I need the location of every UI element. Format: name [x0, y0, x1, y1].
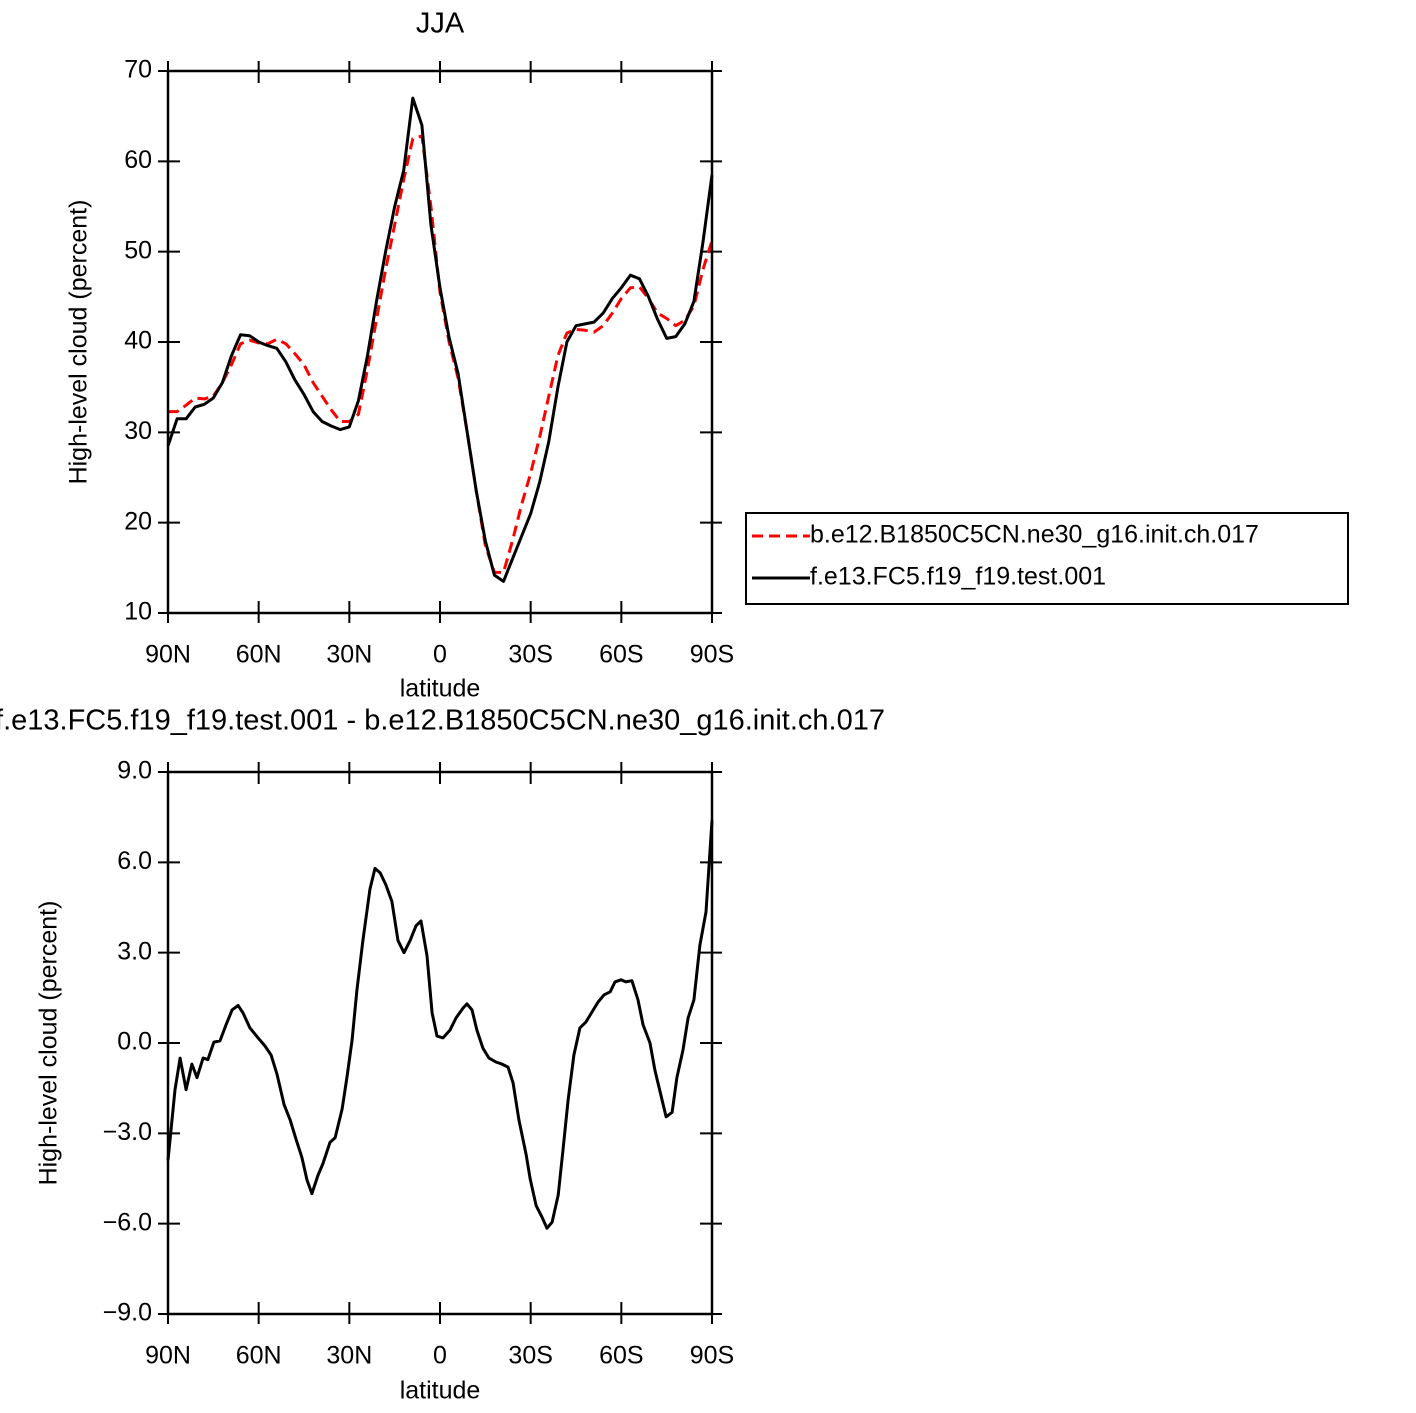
x-tick-label: 30S: [508, 1342, 552, 1370]
y-axis-label: High-level cloud (percent): [35, 901, 63, 1186]
y-tick-label: 70: [124, 56, 152, 84]
y-tick-label: −6.0: [103, 1208, 152, 1236]
x-tick-label: 90S: [690, 641, 734, 669]
x-tick-label: 0: [433, 641, 447, 669]
x-axis-label: latitude: [400, 1377, 481, 1405]
chart-title: f.e13.FC5.f19_f19.test.001 - b.e12.B1850…: [0, 705, 885, 737]
x-tick-label: 30N: [326, 1342, 372, 1370]
y-axis-label: High-level cloud (percent): [65, 200, 93, 485]
y-tick-label: 10: [124, 598, 152, 626]
y-tick-label: 0.0: [117, 1028, 152, 1056]
y-tick-label: 9.0: [117, 757, 152, 785]
y-tick-label: 20: [124, 507, 152, 535]
x-tick-label: 60S: [599, 641, 643, 669]
line-series: [166, 820, 714, 1230]
x-tick-label: 90N: [145, 641, 191, 669]
y-tick-label: 3.0: [117, 937, 152, 965]
x-tick-label: 90N: [145, 1342, 191, 1370]
x-tick-label: 0: [433, 1342, 447, 1370]
y-tick-label: 30: [124, 417, 152, 445]
x-tick-label: 60S: [599, 1342, 643, 1370]
y-tick-label: 6.0: [117, 847, 152, 875]
y-tick-label: −3.0: [103, 1118, 152, 1146]
x-tick-label: 30N: [326, 641, 372, 669]
line-series: [166, 96, 714, 583]
x-tick-label: 30S: [508, 641, 552, 669]
legend-box: [745, 512, 1349, 605]
x-axis-label: latitude: [400, 675, 481, 703]
x-tick-label: 90S: [690, 1342, 734, 1370]
line-series: [168, 134, 714, 574]
y-tick-label: 60: [124, 146, 152, 174]
x-tick-label: 60N: [236, 1342, 282, 1370]
legend-label: b.e12.B1850C5CN.ne30_g16.init.ch.017: [810, 521, 1259, 549]
x-tick-label: 60N: [236, 641, 282, 669]
y-tick-label: 50: [124, 236, 152, 264]
y-tick-label: 40: [124, 327, 152, 355]
chart-title: JJA: [416, 8, 465, 40]
plot-frame: [166, 770, 714, 1316]
plot-frame: [166, 69, 714, 615]
legend-label: f.e13.FC5.f19_f19.test.001: [810, 563, 1106, 591]
y-tick-label: −9.0: [103, 1299, 152, 1327]
